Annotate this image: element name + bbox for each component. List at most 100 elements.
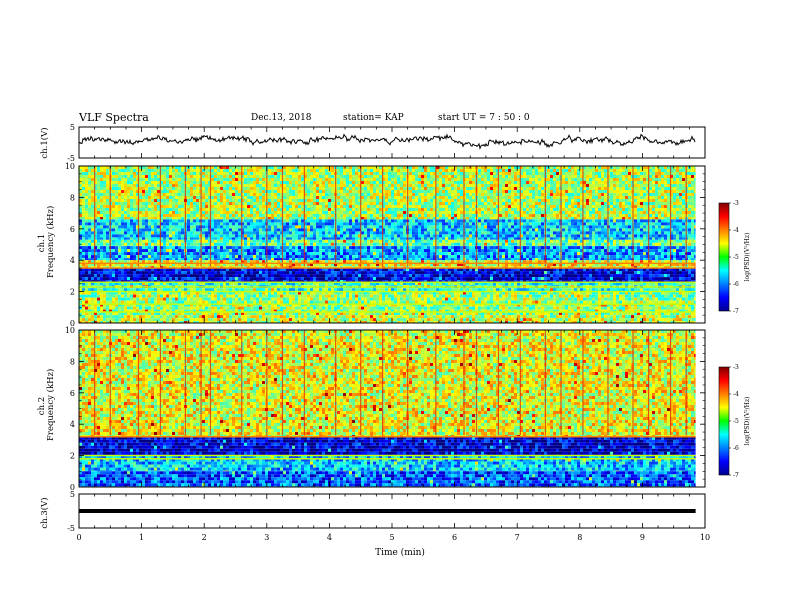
spectrogram-cell bbox=[382, 190, 385, 193]
spectrogram-cell bbox=[229, 187, 232, 190]
spectrogram-cell bbox=[634, 193, 637, 196]
spectrogram-cell bbox=[349, 190, 352, 193]
spectrogram-cell bbox=[256, 184, 259, 187]
spectrogram-cell bbox=[496, 190, 499, 193]
spectrogram-cell bbox=[163, 219, 166, 223]
spectrogram-cell bbox=[340, 184, 343, 187]
spectrogram-cell bbox=[505, 234, 508, 238]
spectrogram-cell bbox=[361, 208, 364, 211]
spectrogram-cell bbox=[289, 187, 292, 190]
spectrogram-cell bbox=[628, 178, 631, 181]
spectrogram-cell bbox=[112, 228, 115, 232]
spectrogram-cell bbox=[274, 184, 277, 187]
spectrogram-cell bbox=[577, 214, 580, 217]
spectrogram-cell bbox=[268, 172, 271, 175]
spectrogram-cell bbox=[430, 234, 433, 238]
spectrogram-cell bbox=[277, 172, 280, 175]
spectrogram-cell bbox=[430, 190, 433, 193]
spectrogram-cell bbox=[592, 234, 595, 238]
spectrogram-cell bbox=[211, 225, 214, 229]
spectrogram-cell bbox=[169, 187, 172, 190]
spectrogram-cell bbox=[589, 172, 592, 175]
spectrogram-cell bbox=[430, 219, 433, 223]
spectrogram-cell bbox=[613, 225, 616, 229]
spectrogram-cell bbox=[163, 202, 166, 205]
spectrogram-cell bbox=[445, 205, 448, 208]
spectrogram-cell bbox=[634, 205, 637, 208]
spectrogram-cell bbox=[565, 205, 568, 208]
spectrogram-cell bbox=[181, 166, 184, 169]
spectrogram-cell bbox=[295, 205, 298, 208]
spectrogram-cell bbox=[331, 208, 334, 211]
spectrogram-cell bbox=[142, 166, 145, 169]
spectrogram-cell bbox=[331, 211, 334, 214]
spectrogram-cell bbox=[253, 175, 256, 178]
spectrogram-cell bbox=[634, 172, 637, 175]
spectrogram-cell bbox=[400, 172, 403, 175]
spectrogram-cell bbox=[409, 178, 412, 181]
spectrogram-cell bbox=[352, 234, 355, 238]
spectrogram-cell bbox=[94, 231, 97, 235]
spectrogram-cell bbox=[178, 166, 181, 169]
spectrogram-cell bbox=[652, 190, 655, 193]
spectrogram-cell bbox=[634, 217, 637, 220]
spectrogram-cell bbox=[217, 217, 220, 220]
spectrogram-cell bbox=[274, 172, 277, 175]
spectrogram-cell bbox=[115, 169, 118, 172]
spectrogram-cell bbox=[97, 181, 100, 184]
spectrogram-cell bbox=[454, 193, 457, 196]
spectrogram-cell bbox=[634, 202, 637, 205]
spectrogram-cell bbox=[661, 181, 664, 184]
spectrogram-cell bbox=[658, 175, 661, 178]
spectrogram-cell bbox=[154, 184, 157, 187]
spectrogram-cell bbox=[376, 222, 379, 226]
spectrogram-cell bbox=[616, 202, 619, 205]
spectrogram-cell bbox=[112, 234, 115, 238]
spectrogram-cell bbox=[256, 219, 259, 223]
spectrogram-cell bbox=[139, 169, 142, 172]
spectrogram-cell bbox=[409, 196, 412, 199]
spectrogram-cell bbox=[454, 169, 457, 172]
spectrogram-cell bbox=[79, 202, 82, 205]
spectrogram-cell bbox=[601, 217, 604, 220]
spectrogram-cell bbox=[220, 193, 223, 196]
spectrogram-cell bbox=[214, 225, 217, 229]
spectrogram-cell bbox=[628, 193, 631, 196]
spectrogram-cell bbox=[655, 231, 658, 235]
spectrogram-cell bbox=[619, 172, 622, 175]
spectrogram-cell bbox=[325, 172, 328, 175]
spectrogram-cell bbox=[82, 187, 85, 190]
spectrogram-cell bbox=[598, 193, 601, 196]
spectrogram-cell bbox=[301, 205, 304, 208]
spectrogram-cell bbox=[367, 202, 370, 205]
spectrogram-cell bbox=[628, 231, 631, 235]
spectrogram-cell bbox=[247, 181, 250, 184]
spectrogram-cell bbox=[436, 190, 439, 193]
spectrogram-cell bbox=[529, 175, 532, 178]
spectrogram-cell bbox=[292, 190, 295, 193]
spectrogram-cell bbox=[511, 225, 514, 229]
spectrogram-cell bbox=[439, 184, 442, 187]
spectrogram-cell bbox=[82, 202, 85, 205]
spectrogram-cell bbox=[202, 219, 205, 223]
spectrogram-cell bbox=[652, 211, 655, 214]
spectrogram-cell bbox=[376, 205, 379, 208]
spectrogram-cell bbox=[154, 237, 157, 240]
spectrogram-cell bbox=[658, 205, 661, 208]
spectrogram-cell bbox=[352, 166, 355, 169]
spectrogram-cell bbox=[481, 228, 484, 232]
spectrogram-cell bbox=[340, 205, 343, 208]
spectrogram-cell bbox=[415, 211, 418, 214]
spectrogram-cell bbox=[370, 228, 373, 232]
spectrogram-cell bbox=[115, 187, 118, 190]
spectrogram-cell bbox=[388, 205, 391, 208]
spectrogram-cell bbox=[220, 178, 223, 181]
spectrogram-cell bbox=[343, 211, 346, 214]
spectrogram-cell bbox=[133, 231, 136, 235]
spectrogram-cell bbox=[139, 208, 142, 211]
spectrogram-cell bbox=[181, 225, 184, 229]
spectrogram-cell bbox=[490, 166, 493, 169]
spectrogram-cell bbox=[505, 202, 508, 205]
spectrogram-cell bbox=[262, 205, 265, 208]
spectrogram-cell bbox=[130, 187, 133, 190]
